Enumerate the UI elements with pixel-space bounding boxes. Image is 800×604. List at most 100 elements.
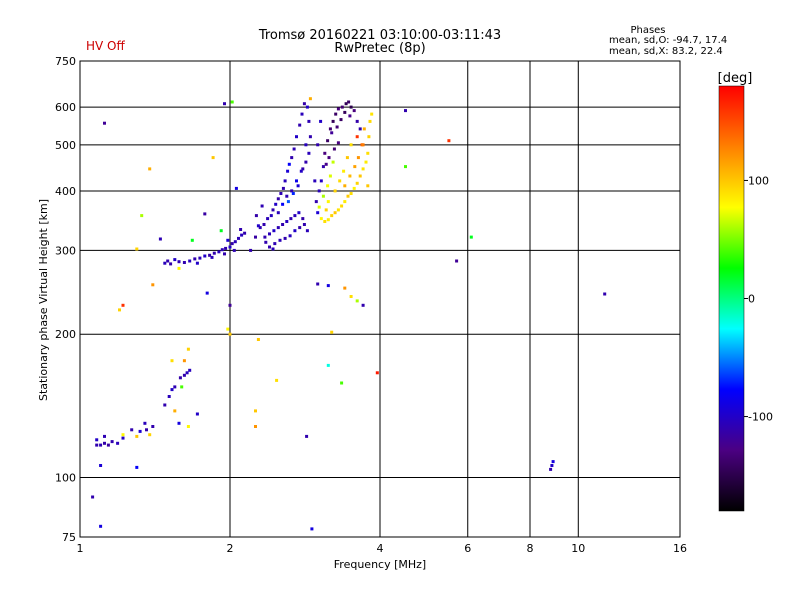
y-tick-label: 100: [55, 472, 76, 485]
data-point: [116, 441, 120, 445]
data-point: [219, 229, 223, 233]
data-point: [304, 160, 308, 164]
data-point: [283, 179, 287, 183]
data-point: [99, 443, 103, 447]
data-point: [211, 156, 215, 160]
data-point: [163, 261, 167, 265]
data-points: [91, 97, 607, 531]
data-point: [326, 139, 330, 143]
data-point: [319, 119, 323, 123]
data-point: [326, 200, 330, 204]
data-point: [143, 421, 147, 425]
data-point: [447, 139, 451, 143]
data-point: [272, 229, 276, 233]
y-tick-label: 500: [55, 139, 76, 152]
stats-line-x: mean, sd,X: 83.2, 22.4: [609, 46, 723, 57]
data-point: [333, 189, 337, 193]
data-point: [182, 373, 186, 377]
data-point: [151, 283, 155, 287]
data-point: [256, 224, 260, 228]
data-point: [344, 102, 348, 106]
data-point: [121, 433, 125, 437]
data-point: [140, 214, 144, 218]
data-point: [326, 218, 330, 222]
data-point: [295, 179, 298, 183]
data-point: [103, 434, 106, 438]
data-point: [180, 385, 184, 389]
data-point: [349, 192, 353, 195]
data-point: [302, 102, 306, 106]
data-point: [342, 169, 346, 173]
data-point: [317, 205, 321, 209]
chart-title: Tromsø 20160221 03:10:00-03:11:43: [258, 28, 501, 43]
data-point: [223, 102, 226, 106]
data-point: [331, 160, 335, 164]
x-tick-label: 16: [673, 542, 687, 555]
data-point: [258, 226, 262, 230]
data-point: [276, 226, 280, 230]
data-point: [226, 238, 230, 242]
data-point: [551, 460, 555, 464]
data-point: [285, 220, 289, 223]
data-point: [228, 245, 232, 249]
data-point: [355, 119, 359, 123]
y-tick-label: 200: [55, 328, 76, 341]
data-point: [135, 465, 139, 469]
data-point: [310, 527, 314, 531]
data-point: [319, 179, 323, 183]
data-point: [299, 169, 303, 173]
data-point: [118, 308, 121, 312]
data-point: [177, 266, 181, 270]
data-point: [182, 359, 186, 363]
data-point: [95, 443, 99, 447]
data-point: [169, 262, 173, 266]
data-point: [289, 217, 293, 221]
data-point: [367, 135, 371, 139]
stats-line-o: mean, sd,O: -94.7, 17.4: [609, 35, 727, 46]
data-point: [314, 200, 318, 204]
data-point: [362, 127, 366, 131]
data-point: [336, 141, 340, 145]
data-point: [316, 143, 320, 147]
data-point: [469, 235, 473, 239]
data-point: [233, 240, 237, 244]
data-point: [243, 231, 247, 235]
data-point: [323, 151, 327, 155]
data-point: [308, 135, 312, 139]
x-tick-label: 8: [527, 542, 534, 555]
data-point: [167, 395, 171, 398]
data-point: [355, 181, 359, 185]
data-point: [145, 428, 148, 432]
data-point: [293, 229, 297, 233]
data-point: [99, 464, 103, 467]
data-point: [355, 299, 359, 303]
data-point: [292, 147, 296, 151]
data-point: [173, 409, 177, 413]
data-point: [308, 97, 312, 101]
data-point: [352, 186, 356, 190]
data-point: [330, 214, 334, 218]
colorbar-tick-label: -100: [748, 411, 773, 424]
data-point: [313, 179, 317, 183]
grid-lines: [80, 61, 680, 537]
data-point: [256, 338, 260, 341]
x-tick-label: 10: [571, 542, 585, 555]
data-point: [347, 100, 351, 104]
data-point: [212, 251, 216, 255]
axis-ticks: 1 2 4 6 8 10 16 75 100 200 300 400 500 600 750: [55, 55, 687, 555]
data-point: [361, 303, 365, 307]
data-point: [361, 143, 365, 147]
data-point: [364, 160, 368, 164]
data-point: [228, 332, 232, 336]
data-point: [275, 378, 279, 382]
data-point: [266, 217, 270, 221]
x-tick-label: 1: [77, 542, 84, 555]
data-point: [185, 371, 189, 375]
data-point: [268, 232, 271, 236]
data-point: [321, 194, 325, 198]
data-point: [340, 105, 344, 109]
data-point: [368, 119, 372, 123]
data-point: [228, 303, 232, 307]
data-point: [170, 359, 174, 363]
